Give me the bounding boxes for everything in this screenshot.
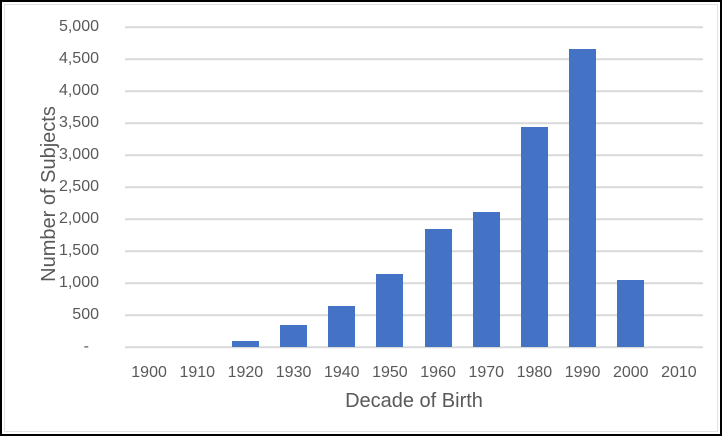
bar-1990 — [569, 48, 597, 347]
x-axis-title: Decade of Birth — [345, 390, 483, 412]
gridline — [125, 26, 703, 28]
gridline — [125, 314, 703, 316]
x-tick-label-1930: 1930 — [275, 364, 312, 381]
y-tick-label: 2,000 — [58, 210, 99, 227]
gridline — [125, 58, 703, 60]
y-tick-label: 4,500 — [58, 50, 99, 67]
bar-1960 — [424, 229, 452, 347]
x-tick-label-1960: 1960 — [420, 364, 456, 381]
y-tick-label: - — [83, 338, 89, 355]
x-tick-label-1900: 1900 — [131, 364, 167, 381]
x-tick-label-1980: 1980 — [516, 364, 553, 381]
y-tick-label: 2,500 — [58, 178, 99, 195]
bar-2000 — [617, 279, 645, 347]
bar-1930 — [280, 324, 308, 347]
gridline — [125, 154, 703, 156]
bar-chart: Number of Subjects - 500 1,000 1,500 2,000 2,… — [4, 4, 718, 432]
y-tick-label: 1,000 — [58, 274, 99, 291]
plot-area — [125, 26, 703, 348]
gridline — [125, 186, 703, 188]
x-tick-label-1950: 1950 — [372, 364, 408, 381]
x-tick-label-2010: 2010 — [661, 364, 697, 381]
x-tick-label-1910: 1910 — [179, 364, 216, 381]
y-tick-label: 500 — [72, 306, 99, 323]
y-tick-label: 5,000 — [58, 18, 99, 35]
bar-1920 — [231, 340, 259, 347]
x-tick-label-1940: 1940 — [323, 364, 360, 381]
gridline — [125, 90, 703, 92]
y-tick-label: 4,000 — [58, 82, 99, 99]
x-tick-label-1920: 1920 — [227, 364, 264, 381]
gridline — [125, 250, 703, 252]
bar-1950 — [376, 274, 404, 347]
y-axis-title: Number of Subjects — [38, 106, 60, 282]
bar-1940 — [328, 306, 356, 347]
bar-1980 — [520, 126, 548, 347]
bar-1970 — [472, 211, 500, 347]
y-tick-label: 3,000 — [58, 146, 99, 163]
x-tick-label-2000: 2000 — [612, 364, 649, 381]
y-tick-label: 3,500 — [58, 114, 99, 131]
y-tick-label: 1,500 — [58, 242, 99, 259]
gridline — [125, 282, 703, 284]
gridline — [125, 122, 703, 124]
x-tick-label-1970: 1970 — [468, 364, 505, 381]
x-tick-label-1990: 1990 — [564, 364, 601, 381]
gridline — [125, 218, 703, 220]
x-axis-line — [125, 346, 703, 348]
